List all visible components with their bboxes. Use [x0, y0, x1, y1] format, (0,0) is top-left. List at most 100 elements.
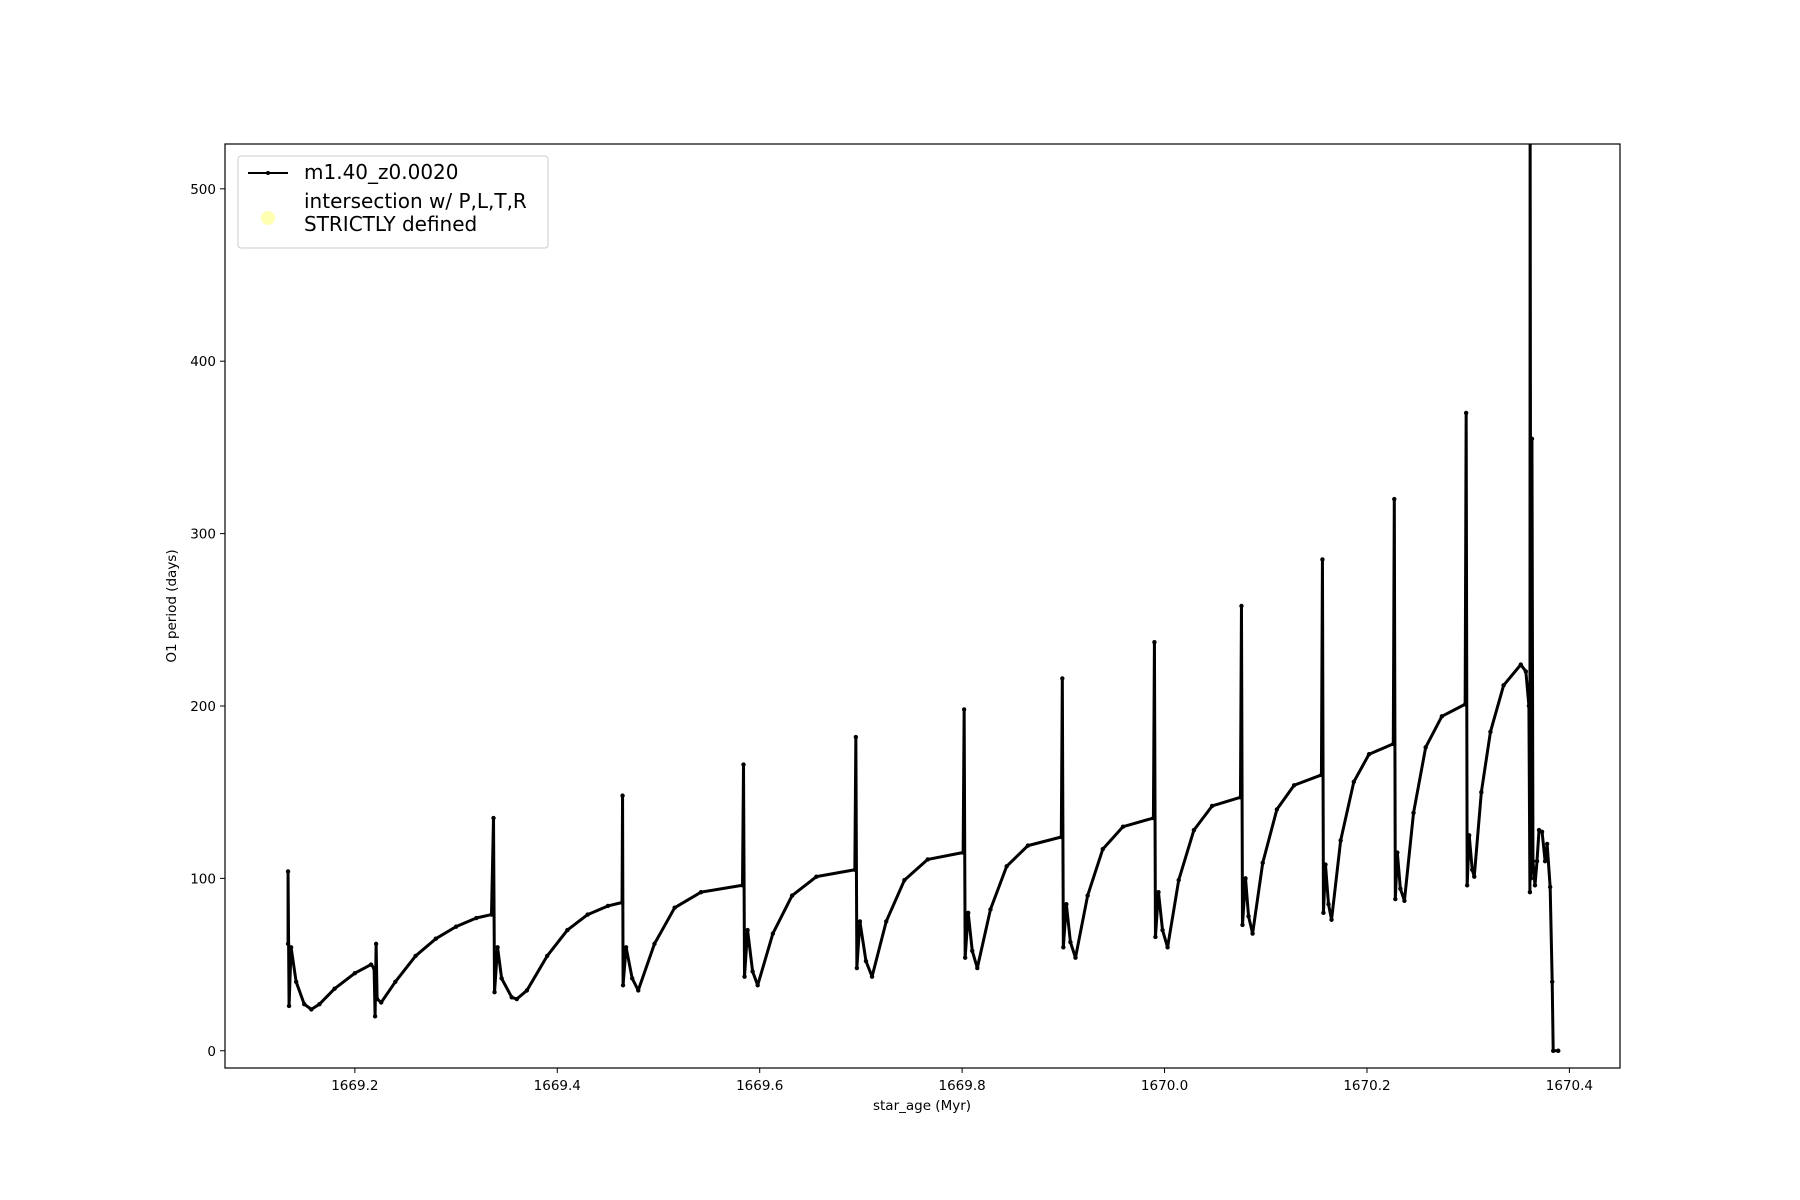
- data-point: [960, 850, 966, 855]
- data-point: [474, 915, 479, 921]
- data-point: [740, 883, 745, 888]
- data-point: [1025, 843, 1031, 848]
- data-point: [585, 912, 590, 917]
- data-point: [293, 979, 299, 985]
- data-point: [975, 965, 980, 971]
- data-point: [1544, 841, 1550, 847]
- y-tick-label: 300: [190, 527, 216, 543]
- data-point: [1260, 860, 1265, 866]
- data-point: [1240, 922, 1245, 928]
- data-point: [285, 869, 291, 874]
- data-point: [1391, 741, 1396, 747]
- data-point: [1549, 979, 1555, 985]
- data-point: [698, 889, 704, 895]
- data-point: [1160, 927, 1165, 933]
- data-point: [1523, 669, 1529, 674]
- data-point: [902, 877, 907, 883]
- data-point: [378, 1000, 384, 1005]
- data-point: [1100, 846, 1106, 852]
- y-tick-label: 500: [190, 182, 216, 198]
- data-point: [288, 945, 294, 950]
- data-point: [1320, 557, 1325, 562]
- data-point: [620, 983, 626, 988]
- y-axis-label: O1 period (days): [164, 549, 180, 662]
- data-point: [636, 988, 641, 993]
- data-point: [514, 996, 519, 1002]
- data-point: [789, 893, 795, 898]
- data-point: [1291, 783, 1297, 788]
- data-point: [286, 1003, 292, 1009]
- data-point: [499, 976, 504, 981]
- data-point: [302, 1002, 307, 1007]
- data-point: [988, 907, 993, 912]
- data-point: [1326, 902, 1331, 907]
- data-point: [1411, 810, 1416, 816]
- data-point: [605, 903, 611, 909]
- data-point: [1463, 410, 1469, 416]
- legend-label: intersection w/ P,L,T,R STRICTLY defined: [304, 189, 527, 236]
- data-point: [1501, 683, 1506, 688]
- data-point: [742, 974, 747, 979]
- data-point: [741, 762, 746, 767]
- data-point: [1152, 640, 1157, 645]
- data-point: [1120, 824, 1126, 829]
- data-point: [1472, 874, 1477, 879]
- data-point: [1551, 1048, 1556, 1053]
- data-point: [1395, 850, 1400, 855]
- data-point: [970, 948, 975, 953]
- data-point: [317, 1002, 322, 1007]
- data-point: [854, 965, 860, 971]
- y-tick-label: 100: [190, 871, 216, 887]
- data-point: [1528, 118, 1532, 122]
- data-point: [1466, 833, 1472, 838]
- data-point: [1243, 876, 1248, 881]
- x-tick-label: 1669.8: [938, 1078, 985, 1094]
- data-point: [368, 962, 374, 967]
- data-point: [961, 707, 967, 712]
- data-point: [1338, 838, 1343, 843]
- data-point: [1319, 772, 1324, 778]
- plot: [285, 118, 1561, 1053]
- x-tick-label: 1670.0: [1141, 1078, 1188, 1094]
- data-point: [1518, 662, 1524, 667]
- data-point: [1250, 931, 1255, 936]
- data-point: [750, 969, 755, 974]
- data-point: [1529, 436, 1535, 441]
- x-tick-label: 1670.2: [1343, 1078, 1390, 1094]
- data-point: [1392, 496, 1397, 502]
- data-point: [1004, 864, 1009, 869]
- data-point: [1321, 910, 1326, 916]
- data-point: [884, 919, 889, 924]
- data-point: [495, 945, 500, 950]
- data-point: [1462, 702, 1468, 707]
- data-point: [814, 874, 819, 879]
- data-point: [1191, 827, 1197, 833]
- data-point: [1165, 945, 1170, 950]
- data-point: [309, 1007, 314, 1012]
- data-point: [373, 941, 379, 947]
- data-point: [1274, 807, 1280, 812]
- data-point: [1073, 955, 1078, 960]
- data-point: [1209, 803, 1215, 809]
- data-point: [1068, 939, 1073, 945]
- data-point: [857, 919, 863, 924]
- data-point: [492, 989, 497, 995]
- data-point: [1238, 795, 1243, 800]
- data-point: [491, 815, 496, 821]
- data-point: [1398, 886, 1403, 891]
- data-point: [620, 793, 625, 798]
- data-point: [925, 857, 930, 862]
- data-point: [629, 976, 635, 981]
- data-point: [1547, 884, 1553, 890]
- data-point: [1393, 896, 1398, 902]
- data-point: [1246, 914, 1251, 919]
- data-point: [869, 974, 875, 979]
- data-point: [965, 910, 971, 916]
- data-point: [1402, 898, 1407, 903]
- legend-marker: [266, 171, 270, 175]
- data-point: [1542, 858, 1548, 864]
- data-point: [524, 988, 530, 993]
- data-point: [1539, 829, 1545, 835]
- data-point: [1526, 703, 1532, 709]
